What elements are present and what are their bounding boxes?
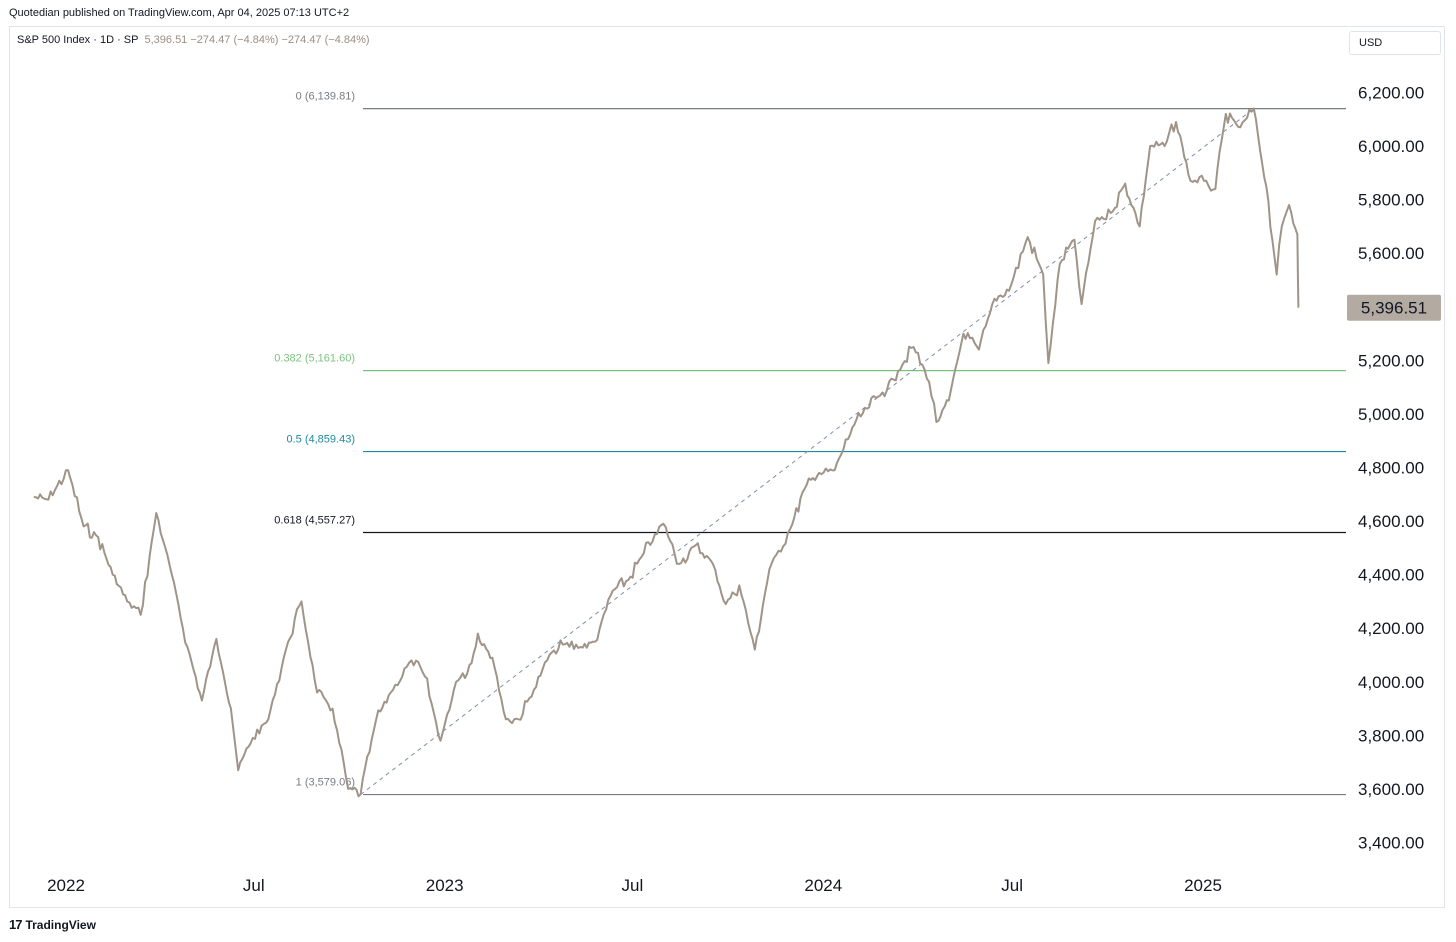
y-tick-label: 6,200.00 <box>1358 84 1424 103</box>
tradingview-footer[interactable]: 17 TradingView <box>9 917 96 932</box>
y-tick-label: 5,800.00 <box>1358 191 1424 210</box>
currency-selector[interactable]: USD <box>1349 31 1441 55</box>
fib-trend-line[interactable] <box>360 108 1255 795</box>
fib-level-label: 0 (6,139.81) <box>296 91 355 103</box>
y-tick-label: 4,400.00 <box>1358 566 1424 585</box>
symbol-legend[interactable]: S&P 500 Index · 1D · SP 5,396.51 −274.47 … <box>17 34 370 46</box>
symbol-name: S&P 500 Index · 1D · SP <box>17 34 139 46</box>
price-series-line[interactable] <box>33 107 1300 798</box>
symbol-values: 5,396.51 −274.47 (−4.84%) −274.47 (−4.84… <box>144 34 370 46</box>
y-tick-label: 4,000.00 <box>1358 673 1424 692</box>
y-tick-label: 3,600.00 <box>1358 780 1424 799</box>
x-tick-label: 2024 <box>804 876 842 895</box>
last-price-label: 5,396.51 <box>1361 299 1427 318</box>
tradingview-logo-icon: 17 <box>9 917 23 932</box>
fib-level-label: 0.5 (4,859.43) <box>287 434 356 446</box>
y-tick-label: 4,200.00 <box>1358 619 1424 638</box>
y-tick-label: 4,600.00 <box>1358 512 1424 531</box>
y-tick-label: 6,000.00 <box>1358 137 1424 156</box>
x-tick-label: 2025 <box>1184 876 1222 895</box>
y-tick-label: 3,800.00 <box>1358 726 1424 745</box>
x-tick-label: 2022 <box>47 876 85 895</box>
chart-frame <box>9 26 1445 908</box>
y-tick-label: 4,800.00 <box>1358 459 1424 478</box>
y-tick-label: 5,600.00 <box>1358 244 1424 263</box>
y-tick-label: 5,000.00 <box>1358 405 1424 424</box>
y-tick-label: 5,200.00 <box>1358 351 1424 370</box>
publish-info: Quotedian published on TradingView.com, … <box>9 7 350 19</box>
fib-level-label: 0.618 (4,557.27) <box>274 515 355 527</box>
x-tick-label: Jul <box>1001 876 1023 895</box>
fib-level-label: 0.382 (5,161.60) <box>274 353 355 365</box>
y-tick-label: 3,400.00 <box>1358 834 1424 853</box>
x-tick-label: Jul <box>622 876 644 895</box>
fib-level-label: 1 (3,579.06) <box>296 777 355 789</box>
x-tick-label: Jul <box>243 876 265 895</box>
tradingview-logo-text: TradingView <box>25 917 96 932</box>
last-price-badge <box>1347 294 1441 321</box>
x-tick-label: 2023 <box>426 876 464 895</box>
